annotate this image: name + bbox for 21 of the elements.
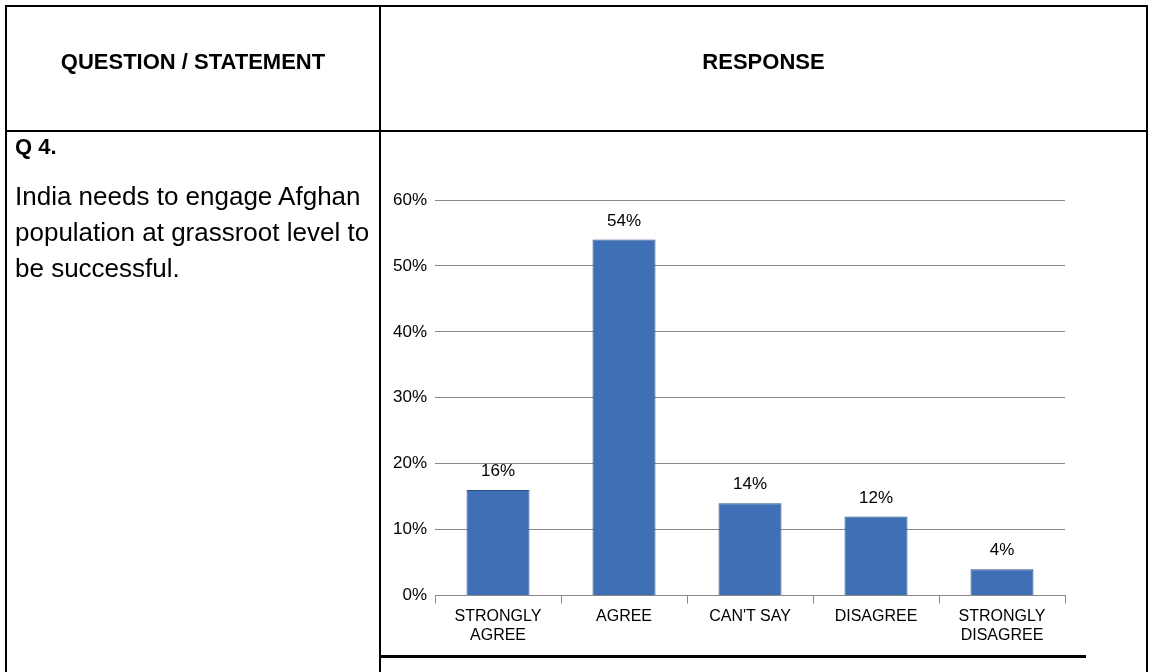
y-tick-label: 30%: [392, 387, 428, 407]
x-tick-label: CAN'T SAY: [709, 606, 792, 624]
x-tick-label: STRONGLY AGREE: [454, 606, 542, 643]
text: QUESTION / STATEMENT: [59, 48, 327, 76]
data-label: 12%: [858, 487, 894, 507]
y-tick-label: 60%: [392, 189, 428, 209]
text: Q 4.: [15, 134, 57, 160]
x-tick-label: DISAGREE: [834, 606, 918, 624]
data-label: 4%: [989, 540, 1015, 560]
y-tick-label: 0%: [402, 585, 428, 605]
x-tick-label: AGREE: [596, 606, 653, 624]
x-tick-label: STRONGLY DISAGREE: [958, 606, 1046, 643]
text: RESPONSE: [701, 48, 826, 76]
y-tick-label: 20%: [392, 453, 428, 473]
y-tick-label: 10%: [392, 519, 428, 539]
y-tick-label: 40%: [392, 321, 428, 341]
data-label: 14%: [733, 474, 768, 494]
data-label: 16%: [481, 461, 516, 481]
data-label: 54%: [607, 210, 642, 230]
text: India needs to engage Afghan population at grassroot level to be successful.: [15, 180, 370, 285]
y-tick-label: 50%: [392, 255, 428, 275]
